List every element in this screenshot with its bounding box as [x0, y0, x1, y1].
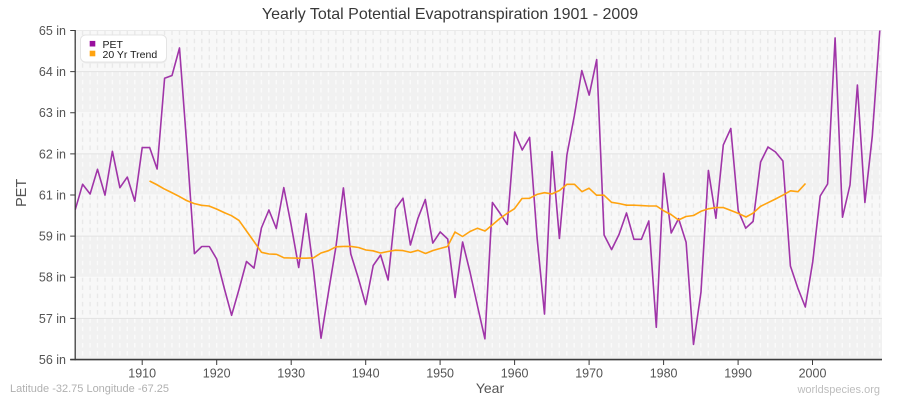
svg-text:65 in: 65 in — [39, 24, 66, 38]
svg-text:Yearly Total Potential Evapotr: Yearly Total Potential Evapotranspiratio… — [262, 6, 638, 23]
svg-text:Latitude -32.75 Longitude -67.: Latitude -32.75 Longitude -67.25 — [10, 383, 169, 395]
svg-text:worldspecies.org: worldspecies.org — [796, 384, 880, 396]
svg-text:PET: PET — [103, 39, 124, 51]
svg-text:1960: 1960 — [501, 367, 529, 381]
svg-text:1940: 1940 — [352, 367, 380, 381]
svg-text:61 in: 61 in — [39, 188, 66, 202]
svg-text:58 in: 58 in — [39, 271, 66, 285]
svg-text:64 in: 64 in — [39, 65, 66, 79]
svg-text:1990: 1990 — [724, 367, 752, 381]
svg-text:Year: Year — [476, 380, 505, 396]
svg-text:1980: 1980 — [650, 367, 678, 381]
svg-text:PET: PET — [14, 179, 30, 207]
svg-text:56 in: 56 in — [39, 353, 66, 367]
svg-text:63 in: 63 in — [39, 106, 66, 120]
svg-text:1910: 1910 — [128, 367, 156, 381]
svg-text:2000: 2000 — [799, 367, 827, 381]
svg-text:59 in: 59 in — [39, 230, 66, 244]
svg-text:62 in: 62 in — [39, 147, 66, 161]
svg-text:20 Yr Trend: 20 Yr Trend — [103, 49, 158, 61]
svg-text:1970: 1970 — [575, 367, 603, 381]
svg-text:1950: 1950 — [426, 367, 454, 381]
svg-text:1930: 1930 — [277, 367, 305, 381]
svg-text:57 in: 57 in — [39, 312, 66, 326]
svg-text:1920: 1920 — [203, 367, 231, 381]
